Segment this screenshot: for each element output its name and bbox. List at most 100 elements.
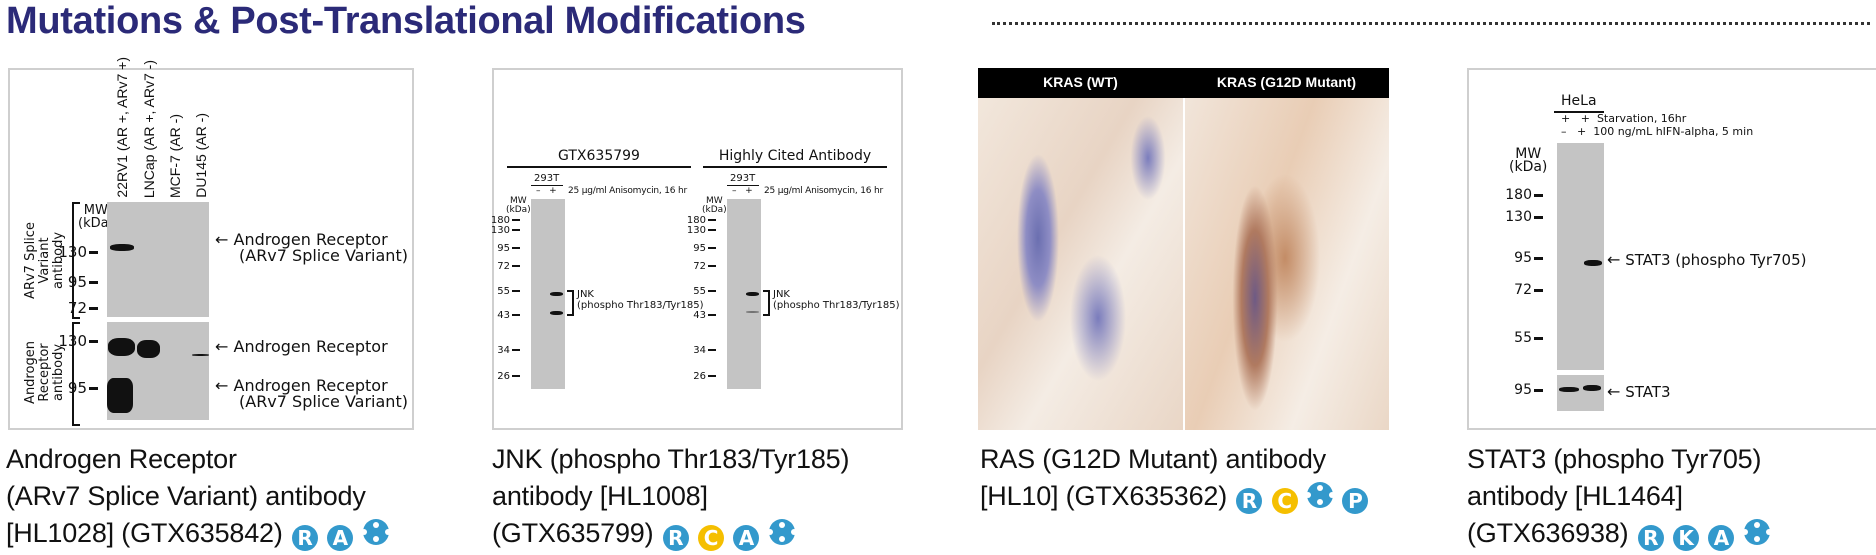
badge-letter: C: [1277, 489, 1292, 513]
reactivity-icon[interactable]: R: [1637, 525, 1664, 551]
marker: 72: [676, 262, 716, 272]
band-label-stat3: ← STAT3: [1607, 382, 1671, 401]
recombinant-icon[interactable]: [360, 519, 391, 545]
lower-blot: [1557, 375, 1604, 411]
band: [107, 378, 133, 413]
caption-line: (ARv7 Splice Variant) antibody: [6, 481, 366, 511]
bracket: [567, 290, 574, 316]
marker: 95: [1503, 250, 1543, 266]
band: [1584, 260, 1602, 266]
reactivity-icon[interactable]: R: [1236, 488, 1263, 514]
figure-stat3-western-blot[interactable]: HeLa + + Starvation, 16hr – + 100 ng/mL …: [1467, 68, 1876, 430]
mw-label: MW (kDa): [1509, 146, 1548, 175]
lane-label: DU145 (AR -): [193, 113, 209, 198]
ihc-image-wt[interactable]: [978, 98, 1183, 430]
marker: 180: [480, 216, 520, 226]
band: [108, 338, 135, 356]
band: [746, 292, 759, 296]
treatment-label: 25 µg/ml Anisomycin, 16 hr: [764, 186, 883, 196]
band: [550, 311, 563, 315]
marker: 34: [676, 346, 716, 356]
mw-text: MW: [83, 203, 108, 218]
cell-underline: [531, 185, 563, 186]
marker: 130: [58, 332, 98, 350]
caption-line: antibody [HL1008]: [492, 481, 708, 511]
treatment-signs: – +: [732, 186, 753, 196]
kda-text: (kDa): [78, 216, 114, 231]
badge-letter: A: [738, 526, 754, 550]
dotted-divider: [992, 22, 1870, 25]
marker: 95: [58, 379, 98, 397]
marker: 55: [1503, 330, 1543, 346]
marker: 95: [58, 273, 98, 291]
upper-blot: [107, 202, 209, 317]
lane-label: 22RV1 (AR +, ARv7 +): [114, 57, 130, 198]
marker: 72: [480, 262, 520, 272]
band: [1559, 387, 1579, 392]
lower-blot: [107, 322, 209, 420]
marker: 72: [58, 299, 98, 317]
mw-label: MW (kDa): [78, 204, 114, 230]
cited-icon[interactable]: C: [1271, 488, 1298, 514]
cell-line-underline: [1554, 111, 1604, 113]
marker: 130: [58, 243, 98, 261]
cited-icon[interactable]: C: [698, 525, 725, 551]
caption-line: [HL1028] (GTX635842): [6, 518, 283, 548]
band: [110, 244, 134, 251]
marker: 34: [480, 346, 520, 356]
knockout-icon[interactable]: K: [1673, 525, 1700, 551]
recombinant-icon[interactable]: [766, 519, 797, 545]
band: [746, 311, 759, 313]
bracket: [763, 290, 770, 316]
protocol-icon[interactable]: P: [1342, 488, 1369, 514]
product-caption-gtx635362[interactable]: RAS (G12D Mutant) antibody [HL10] (GTX635…: [980, 441, 1369, 515]
band-label: JNK (phospho Thr183/Tyr185): [773, 289, 900, 311]
band: [192, 354, 209, 356]
marker: 95: [676, 244, 716, 254]
marker: 130: [676, 226, 716, 236]
marker: 55: [480, 287, 520, 297]
ihc-image-g12d[interactable]: [1185, 98, 1389, 430]
marker: 130: [1503, 209, 1543, 225]
figure-jnk-western-blot[interactable]: GTX635799 293T – + 25 µg/ml Anisomycin, …: [491, 68, 903, 430]
product-caption-gtx635799[interactable]: JNK (phospho Thr183/Tyr185) antibody [HL1…: [492, 441, 849, 552]
recombinant-icon[interactable]: [1304, 482, 1335, 508]
band-label-arv7-lower: ← Androgen Receptor (ARv7 Splice Variant): [215, 376, 408, 411]
reactivity-icon[interactable]: R: [662, 525, 689, 551]
cell-line-label: HeLa: [1561, 93, 1597, 109]
title-underline: [703, 166, 887, 168]
marker: 26: [676, 372, 716, 382]
blot-title: Highly Cited Antibody: [718, 148, 872, 164]
marker: 26: [480, 372, 520, 382]
marker: 180: [676, 216, 716, 226]
product-caption-gtx636938[interactable]: STAT3 (phospho Tyr705) antibody [HL1464] (…: [1467, 441, 1772, 552]
upper-blot: [1557, 143, 1604, 370]
reactivity-icon[interactable]: R: [291, 525, 318, 551]
badge-letter: R: [1241, 489, 1257, 513]
marker: 72: [1503, 282, 1543, 298]
application-icon[interactable]: A: [327, 525, 354, 551]
band-label-ar: ← Androgen Receptor: [215, 337, 388, 356]
band: [137, 340, 160, 358]
lane-label: MCF-7 (AR -): [167, 114, 183, 198]
figure-androgen-receptor-western-blot[interactable]: 22RV1 (AR +, ARv7 +) LNCap (AR +, ARv7 -…: [8, 57, 414, 430]
page-title: Mutations & Post-Translational Modificat…: [6, 0, 806, 42]
ihc-header: KRAS (WT) KRAS (G12D Mutant): [978, 68, 1389, 98]
band-label-arv7: ← Androgen Receptor (ARv7 Splice Variant): [215, 230, 408, 265]
ihc-header-mutant: KRAS (G12D Mutant): [1216, 74, 1357, 90]
band: [550, 292, 563, 296]
product-caption-gtx635842[interactable]: Androgen Receptor (ARv7 Splice Variant) a…: [6, 441, 391, 552]
caption-line: Androgen Receptor: [6, 444, 237, 474]
badge-letter: P: [1348, 489, 1363, 513]
treatment-signs: – +: [536, 186, 557, 196]
badge-letter: R: [668, 526, 684, 550]
lane-blot: [531, 199, 565, 389]
caption-line: [HL10] (GTX635362): [980, 481, 1228, 511]
recombinant-icon[interactable]: [1741, 519, 1772, 545]
caption-line: STAT3 (phospho Tyr705): [1467, 444, 1762, 474]
caption-line: antibody [HL1464]: [1467, 481, 1683, 511]
application-icon[interactable]: A: [1708, 525, 1735, 551]
lane-blot: [727, 199, 761, 389]
application-icon[interactable]: A: [733, 525, 760, 551]
lane-label: LNCap (AR +, ARv7 -): [141, 59, 157, 198]
